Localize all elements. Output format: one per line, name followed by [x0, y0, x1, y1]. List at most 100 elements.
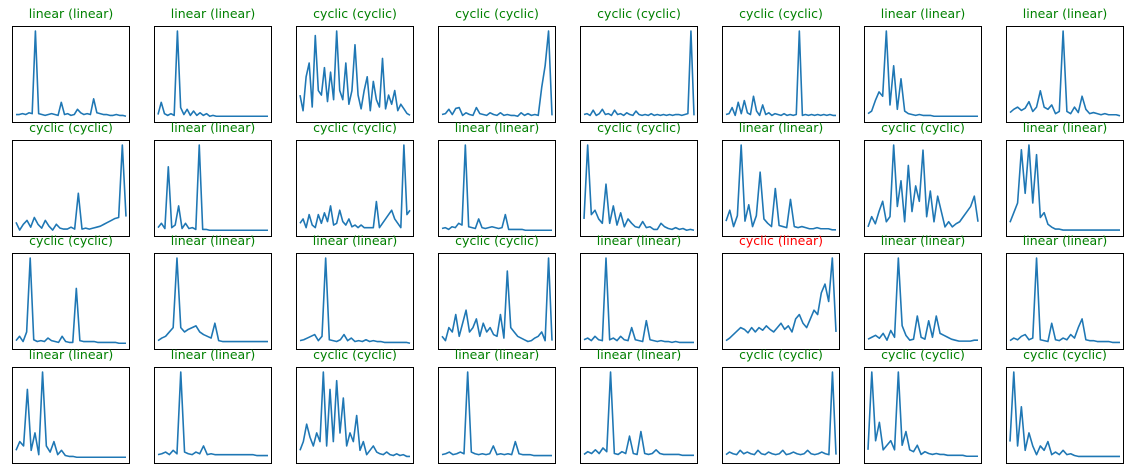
chart-plot	[722, 140, 840, 237]
chart-panel: linear (linear)	[864, 5, 1006, 123]
chart-panel: linear (linear)	[580, 346, 722, 464]
chart-title: linear (linear)	[1022, 233, 1108, 248]
chart-panel: cyclic (cyclic)	[722, 346, 864, 464]
chart-panel: linear (linear)	[154, 232, 296, 350]
plot-frame	[12, 26, 130, 123]
series-line	[157, 144, 268, 232]
chart-panel: linear (linear)	[722, 119, 864, 237]
plot-frame	[580, 367, 698, 464]
plot-frame	[438, 367, 556, 464]
plot-frame	[580, 253, 698, 350]
chart-plot	[438, 26, 556, 123]
chart-plot	[1006, 367, 1124, 464]
plot-frame	[1006, 140, 1124, 237]
chart-title: linear (linear)	[454, 120, 540, 135]
chart-plot	[438, 253, 556, 350]
chart-title: linear (linear)	[1022, 6, 1108, 21]
chart-panel: linear (linear)	[12, 346, 154, 464]
chart-plot	[296, 253, 414, 350]
series-line	[725, 257, 837, 342]
chart-plot	[580, 140, 698, 237]
series-line	[867, 371, 978, 458]
series-line	[867, 257, 978, 342]
series-line	[15, 371, 126, 459]
plot-frame	[722, 140, 840, 237]
series-line	[867, 144, 979, 228]
chart-title: linear (linear)	[454, 347, 540, 362]
series-line	[583, 30, 695, 117]
chart-plot	[12, 140, 130, 237]
chart-plot	[580, 26, 698, 123]
chart-plot	[864, 367, 982, 464]
chart-panel: cyclic (cyclic)	[438, 5, 580, 123]
chart-panel: cyclic (cyclic)	[296, 346, 438, 464]
series-line	[725, 371, 837, 456]
plot-frame	[864, 140, 982, 237]
chart-panel: cyclic (linear)	[722, 232, 864, 350]
chart-title: linear (linear)	[28, 347, 114, 362]
chart-panel: linear (linear)	[154, 346, 296, 464]
series-line	[157, 30, 268, 118]
chart-plot	[1006, 26, 1124, 123]
chart-panel: linear (linear)	[154, 5, 296, 123]
plot-frame	[722, 26, 840, 123]
series-line	[16, 30, 127, 118]
chart-panel: linear (linear)	[154, 119, 296, 237]
chart-plot	[580, 253, 698, 350]
chart-title: cyclic (cyclic)	[455, 6, 539, 21]
chart-plot	[722, 26, 840, 123]
series-line	[441, 30, 553, 118]
chart-plot	[722, 367, 840, 464]
chart-panel: cyclic (cyclic)	[296, 119, 438, 237]
chart-title: cyclic (cyclic)	[739, 347, 823, 362]
chart-plot	[864, 26, 982, 123]
series-line	[441, 257, 553, 343]
chart-title: cyclic (cyclic)	[881, 347, 965, 362]
chart-plot	[12, 26, 130, 123]
plot-frame	[1006, 253, 1124, 350]
plot-frame	[580, 140, 698, 237]
series-line	[725, 30, 836, 117]
series-line	[299, 257, 411, 345]
chart-title: cyclic (linear)	[738, 233, 824, 248]
chart-panel: linear (linear)	[438, 346, 580, 464]
chart-plot	[438, 140, 556, 237]
chart-plot	[1006, 253, 1124, 350]
series-line	[583, 257, 694, 344]
chart-panel: cyclic (cyclic)	[580, 119, 722, 237]
chart-panel: linear (linear)	[12, 5, 154, 123]
chart-plot	[154, 367, 272, 464]
plot-frame	[1006, 26, 1124, 123]
chart-title: cyclic (cyclic)	[1023, 347, 1107, 362]
chart-plot	[154, 26, 272, 123]
series-line	[583, 144, 695, 232]
series-line	[299, 371, 410, 458]
chart-title: cyclic (cyclic)	[29, 233, 113, 248]
series-line	[15, 144, 127, 231]
plot-frame	[296, 253, 414, 350]
chart-title: cyclic (cyclic)	[313, 347, 397, 362]
chart-panel: cyclic (cyclic)	[580, 5, 722, 123]
chart-title: cyclic (cyclic)	[313, 6, 397, 21]
chart-title: cyclic (cyclic)	[29, 120, 113, 135]
chart-plot	[864, 140, 982, 237]
plot-frame	[154, 26, 272, 123]
chart-panel: linear (linear)	[296, 232, 438, 350]
chart-panel: cyclic (cyclic)	[438, 232, 580, 350]
series-line	[441, 371, 552, 457]
series-line	[1009, 257, 1120, 344]
plot-frame	[1006, 367, 1124, 464]
series-line	[299, 30, 411, 116]
plot-frame	[296, 140, 414, 237]
chart-plot	[296, 367, 414, 464]
chart-title: cyclic (cyclic)	[739, 6, 823, 21]
chart-plot	[12, 253, 130, 350]
chart-panel: cyclic (cyclic)	[12, 119, 154, 237]
plot-frame	[154, 253, 272, 350]
chart-panel: linear (linear)	[1006, 119, 1133, 237]
series-line	[1009, 144, 1120, 231]
chart-panel: cyclic (cyclic)	[864, 119, 1006, 237]
plot-frame	[722, 253, 840, 350]
chart-title: linear (linear)	[170, 347, 256, 362]
chart-plot	[12, 367, 130, 464]
